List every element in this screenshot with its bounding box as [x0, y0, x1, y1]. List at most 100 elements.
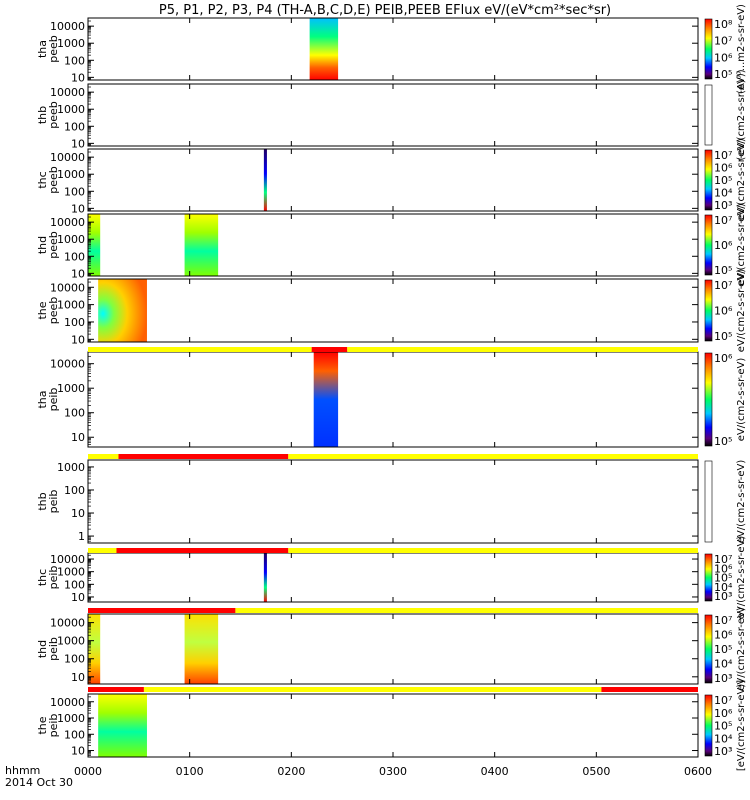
y-tick-label: 1000 — [57, 712, 85, 725]
colorbar-tick-label: 10⁷ — [714, 149, 732, 162]
y-tick-label: 1000 — [57, 461, 85, 474]
y-tick-label: 10 — [71, 507, 85, 520]
flag-segment-good — [88, 454, 119, 459]
y-tick-label: 100 — [64, 316, 85, 329]
data-block — [98, 694, 147, 757]
y-axis-label: tha — [36, 40, 49, 58]
y-axis-label: peib — [47, 714, 60, 738]
y-tick-label: 10 — [71, 431, 85, 444]
y-tick-label: 10000 — [50, 553, 85, 566]
colorbar-tick-label: 10⁷ — [714, 279, 732, 292]
colorbar-tick-label: 10⁵ — [714, 435, 732, 448]
y-tick-label: 10000 — [50, 281, 85, 294]
y-tick-label: 10 — [71, 333, 85, 346]
colorbar — [704, 694, 713, 757]
colorbar-tick-label: 10⁵ — [714, 643, 732, 656]
colorbar-tick-label: 10⁴ — [714, 732, 733, 745]
colorbar-tick-label: 10⁵ — [714, 720, 732, 733]
y-axis-label: peeb — [47, 231, 60, 259]
colorbar-label: eV/(cm2-s-sr-eV) — [736, 460, 747, 544]
colorbar-tick-label: 10⁴ — [714, 581, 733, 594]
data-block — [98, 279, 147, 342]
panel-frame — [87, 278, 699, 343]
y-tick-label: 1000 — [57, 168, 85, 181]
y-tick-label: 10000 — [50, 358, 85, 371]
y-tick-label: 1000 — [57, 233, 85, 246]
colorbar-label: eV/(cm2-s-sr-eV) — [736, 203, 747, 287]
chart-title: P5, P1, P2, P3, P4 (TH-A,B,C,D,E) PEIB,P… — [159, 3, 611, 18]
colorbar-tick-label: 10⁷ — [714, 35, 732, 48]
colorbar-label: eV/(cm2-s-sr-eV) — [736, 536, 747, 620]
panel-frame — [87, 17, 699, 81]
colorbar-tick-label: 10⁸ — [714, 18, 733, 31]
flag-segment-bad — [88, 687, 144, 692]
colorbar — [704, 214, 713, 276]
y-axis-label: thc — [36, 171, 49, 188]
colorbar-tick-label: 10⁶ — [714, 305, 733, 318]
colorbar-label: eV/(cm2-s-sr-eV) — [736, 607, 747, 691]
panel-frame — [87, 351, 699, 448]
colorbar-tick-label: 10⁵ — [714, 330, 732, 343]
colorbar — [704, 352, 713, 447]
flag-segment-bad — [88, 608, 236, 613]
data-block — [313, 352, 339, 447]
panel-frame — [87, 213, 699, 277]
y-tick-label: 10000 — [50, 617, 85, 630]
colorbar-label: eV/(cm2-s-sr-eV) — [736, 138, 747, 222]
colorbar — [704, 614, 713, 684]
y-tick-label: 10000 — [50, 151, 85, 164]
x-tick-label: 0200 — [277, 765, 305, 778]
flag-segment-good — [143, 687, 602, 692]
colorbar-label: eV/(cm2-s-sr-eV) — [736, 358, 747, 442]
y-tick-label: 1000 — [57, 635, 85, 648]
colorbar-tick-label: 10⁵ — [714, 174, 732, 187]
flag-segment-good — [235, 608, 698, 613]
x-tick-label: 0500 — [582, 765, 610, 778]
panel-frame — [87, 83, 699, 147]
colorbar-tick-label: 10⁴ — [714, 187, 733, 200]
y-tick-label: 10000 — [50, 696, 85, 709]
y-axis-label: thd — [36, 236, 49, 254]
colorbar-tick-label: 10⁶ — [714, 51, 733, 64]
colorbar — [704, 460, 713, 543]
y-axis-label: peeb — [47, 101, 60, 129]
y-tick-label: 100 — [64, 54, 85, 67]
colorbar-tick-label: 10⁶ — [714, 239, 733, 252]
colorbar-tick-label: 10⁴ — [714, 658, 733, 671]
y-tick-label: 100 — [64, 728, 85, 741]
colorbar-label: (eV/(cm2-s-sr-eV)) — [736, 69, 747, 160]
colorbar-tick-label: 10³ — [714, 745, 732, 758]
y-tick-label: 10 — [71, 745, 85, 758]
y-axis-label: the — [36, 716, 49, 734]
colorbar-tick-label: 10³ — [714, 199, 732, 212]
colorbar — [704, 553, 713, 602]
x-tick-label: 0100 — [176, 765, 204, 778]
y-axis-label: the — [36, 301, 49, 319]
y-tick-label: 10 — [71, 202, 85, 215]
panel-frame — [87, 552, 699, 603]
data-block — [309, 18, 339, 80]
y-tick-label: 10 — [71, 137, 85, 150]
flag-segment-good — [288, 548, 698, 553]
x-tick-label: 0400 — [481, 765, 509, 778]
data-block — [184, 214, 219, 276]
y-tick-label: 100 — [64, 120, 85, 133]
y-tick-label: 10 — [71, 71, 85, 84]
data-block — [88, 214, 101, 276]
y-axis-label: tha — [36, 390, 49, 408]
colorbar — [704, 279, 713, 342]
y-tick-label: 10000 — [50, 20, 85, 33]
y-tick-label: 10000 — [50, 86, 85, 99]
x-label-date: 2014 Oct 30 — [5, 776, 73, 789]
panel-frame — [87, 148, 699, 212]
x-tick-label: 0600 — [684, 765, 712, 778]
colorbar — [704, 84, 713, 146]
colorbar-tick-label: 10⁶ — [714, 629, 733, 642]
colorbar-tick-label: 10⁷ — [714, 214, 732, 227]
colorbar-label: (A)⁰⁰...m2-s-sr-eV) — [736, 4, 747, 94]
